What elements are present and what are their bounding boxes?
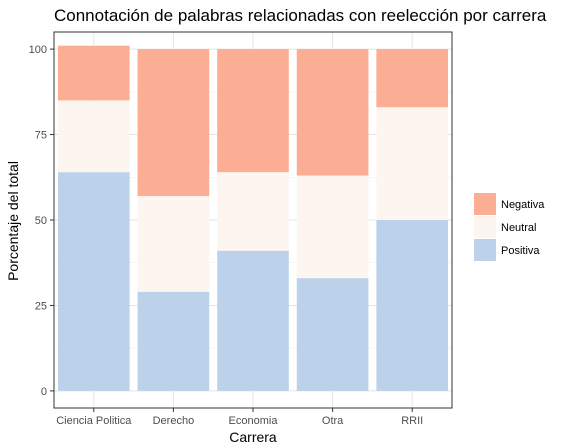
bar-segment-neutral — [57, 100, 130, 173]
plot-panel — [53, 31, 453, 409]
chart-title: Connotación de palabras relacionadas con… — [54, 6, 547, 25]
x-tick-label: Otra — [322, 415, 344, 427]
axes: 0 25 50 75 100 Ciencia Politica Derecho Economi… — [29, 44, 424, 427]
bar-segment-positiva — [376, 220, 449, 391]
bar-segment-neutral — [217, 172, 289, 251]
x-axis-label: Carrera — [229, 429, 277, 445]
bar-segment-positiva — [137, 291, 210, 391]
legend: Negativa Neutral Positiva — [474, 193, 545, 261]
x-tick-label: Ciencia Politica — [56, 415, 132, 427]
legend-key-neutral — [474, 216, 496, 238]
bar-segment-positiva — [296, 278, 369, 391]
legend-key-positiva — [474, 239, 496, 261]
bar-segment-neutral — [376, 107, 449, 220]
bar-segment-negativa — [217, 49, 289, 173]
bar-segment-negativa — [57, 45, 130, 101]
bar-segment-positiva — [57, 172, 130, 391]
y-tick-label: 25 — [35, 300, 47, 312]
y-tick-label: 0 — [41, 386, 47, 398]
legend-label-neutral: Neutral — [501, 222, 536, 234]
x-tick-label: Economia — [229, 415, 279, 427]
legend-label-negativa: Negativa — [501, 199, 545, 211]
y-axis-label: Porcentaje del total — [5, 161, 21, 281]
bar-segment-positiva — [217, 250, 289, 391]
legend-label-positiva: Positiva — [501, 245, 540, 257]
x-tick-label: Derecho — [153, 415, 195, 427]
bar-segment-neutral — [296, 175, 369, 279]
bar-segment-negativa — [376, 49, 449, 108]
bar-segment-negativa — [296, 49, 369, 176]
y-tick-label: 50 — [35, 215, 47, 227]
y-tick-label: 75 — [35, 130, 47, 142]
bar-segment-neutral — [137, 196, 210, 292]
x-tick-label: RRII — [401, 415, 423, 427]
legend-key-negativa — [474, 193, 496, 215]
y-tick-label: 100 — [29, 44, 47, 56]
bar-segment-negativa — [137, 49, 210, 197]
